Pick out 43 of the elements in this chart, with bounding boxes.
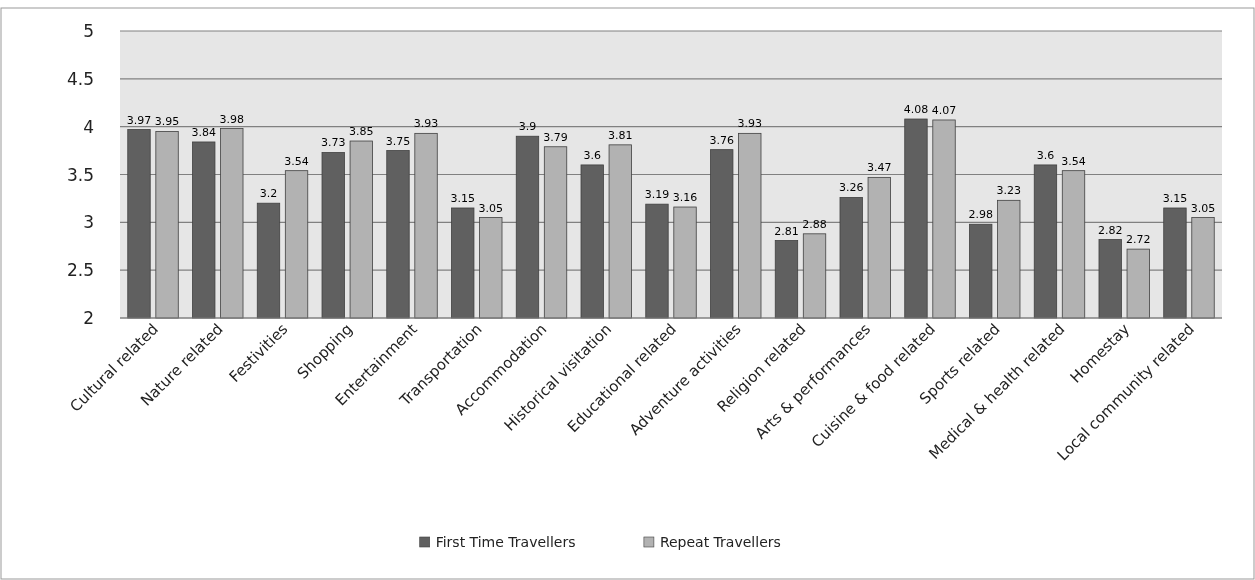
y-tick-label: 5: [83, 21, 94, 41]
data-label: 2.98: [968, 208, 993, 222]
data-label: 3.93: [737, 117, 763, 131]
data-label: 3.23: [996, 184, 1022, 198]
data-label: 3.6: [583, 148, 601, 162]
data-label: 3.76: [709, 133, 734, 147]
data-label: 4.07: [931, 103, 957, 117]
legend-label: First Time Travellers: [435, 534, 576, 550]
data-label: 4.08: [903, 103, 929, 117]
data-label: 3.54: [1061, 154, 1086, 168]
data-label: 3.2: [259, 187, 278, 201]
data-label: 3.98: [219, 112, 245, 126]
data-label: 3.75: [385, 134, 411, 148]
data-label: 3.81: [608, 128, 633, 142]
data-label: 2.81: [774, 224, 799, 238]
data-label: 3.19: [644, 188, 670, 202]
y-tick-label: 3: [83, 212, 94, 233]
y-tick-label: 2.5: [66, 260, 94, 281]
data-label: 2.72: [1126, 233, 1151, 247]
y-tick-label: 4.5: [66, 68, 94, 89]
data-label: 3.15: [1162, 191, 1188, 205]
data-label: 3.47: [867, 161, 892, 175]
data-label: 3.79: [543, 130, 568, 144]
data-label: 3.54: [284, 154, 309, 168]
data-label: 3.93: [413, 117, 439, 131]
data-label: 3.05: [478, 201, 504, 215]
data-label: 3.6: [1036, 148, 1055, 162]
data-label: 3.16: [672, 191, 698, 205]
data-label: 2.88: [802, 217, 827, 231]
data-label: 3.97: [126, 113, 152, 127]
data-label: 3.26: [838, 181, 864, 195]
data-label: 3.84: [191, 125, 216, 139]
data-label: 3.9: [518, 120, 537, 134]
data-label: 2.82: [1097, 223, 1123, 237]
legend-label: Repeat Travellers: [659, 534, 781, 550]
data-label: 3.73: [320, 136, 346, 150]
y-tick-label: 2: [83, 308, 94, 328]
data-label: 3.95: [154, 115, 180, 129]
data-label: 3.05: [1190, 201, 1216, 215]
data-label: 3.85: [349, 125, 374, 139]
y-tick-label: 3.5: [66, 164, 94, 185]
y-tick-label: 4: [83, 116, 94, 137]
data-label: 3.15: [450, 191, 475, 205]
